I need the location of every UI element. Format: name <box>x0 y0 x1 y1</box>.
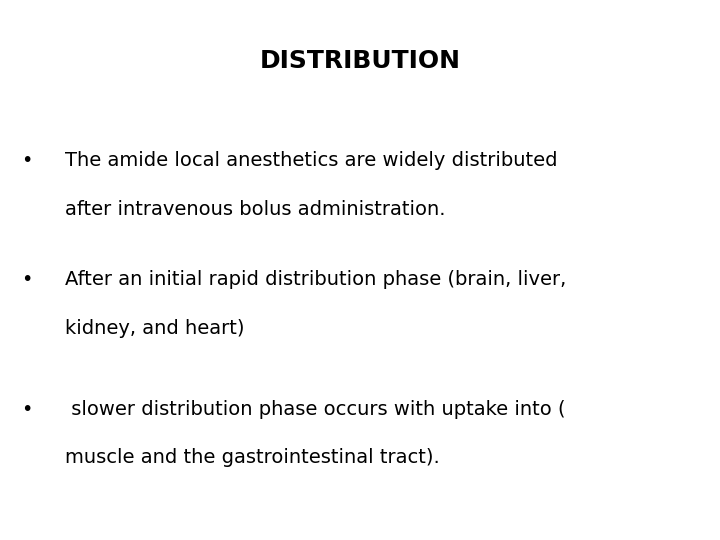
Text: muscle and the gastrointestinal tract).: muscle and the gastrointestinal tract). <box>65 448 439 467</box>
Text: •: • <box>22 151 33 170</box>
Text: after intravenous bolus administration.: after intravenous bolus administration. <box>65 200 445 219</box>
Text: After an initial rapid distribution phase (brain, liver,: After an initial rapid distribution phas… <box>65 270 566 289</box>
Text: slower distribution phase occurs with uptake into (: slower distribution phase occurs with up… <box>65 400 565 419</box>
Text: •: • <box>22 270 33 289</box>
Text: DISTRIBUTION: DISTRIBUTION <box>259 49 461 72</box>
Text: kidney, and heart): kidney, and heart) <box>65 319 244 338</box>
Text: •: • <box>22 400 33 419</box>
Text: The amide local anesthetics are widely distributed: The amide local anesthetics are widely d… <box>65 151 557 170</box>
